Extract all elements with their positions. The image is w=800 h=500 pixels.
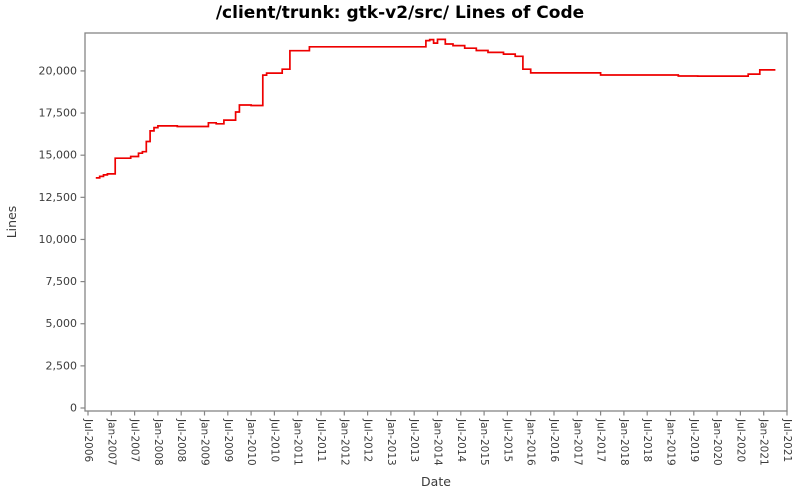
x-tick-label: Jul-2011 [315, 418, 327, 462]
y-tick-label: 5,000 [46, 317, 78, 330]
x-tick-label: Jul-2015 [501, 418, 513, 462]
x-tick-label: Jan-2011 [292, 418, 304, 466]
x-tick-label: Jan-2019 [665, 418, 677, 466]
y-tick-label: 7,500 [46, 275, 78, 288]
chart-title: /client/trunk: gtk-v2/src/ Lines of Code [215, 3, 585, 23]
y-axis-title: Lines [4, 206, 19, 239]
x-tick-label: Jul-2016 [548, 418, 560, 462]
x-tick-label: Jul-2012 [362, 418, 374, 462]
x-tick-label: Jan-2017 [571, 418, 583, 466]
x-tick-label: Jan-2007 [105, 418, 117, 466]
y-tick-label: 2,500 [46, 359, 78, 372]
y-tick-label: 17,500 [39, 107, 78, 120]
x-tick-label: Jan-2014 [432, 418, 444, 466]
x-tick-label: Jul-2013 [408, 418, 420, 462]
x-tick-label: Jul-2018 [641, 418, 653, 462]
x-tick-label: Jul-2014 [455, 418, 467, 462]
x-tick-label: Jul-2017 [595, 418, 607, 462]
x-tick-label: Jan-2012 [338, 418, 350, 466]
x-tick-label: Jul-2019 [688, 418, 700, 462]
x-tick-label: Jan-2009 [199, 418, 211, 466]
x-tick-label: Jul-2021 [781, 418, 793, 462]
y-tick-label: 10,000 [39, 233, 78, 246]
x-tick-label: Jan-2013 [385, 418, 397, 466]
x-tick-label: Jan-2010 [245, 418, 257, 466]
x-tick-label: Jan-2008 [152, 418, 164, 466]
loc-series-line [95, 38, 776, 179]
x-tick-label: Jan-2020 [711, 418, 723, 466]
x-tick-label: Jul-2008 [175, 418, 187, 462]
x-axis-title: Date [421, 474, 451, 489]
y-tick-label: 0 [70, 402, 77, 415]
x-tick-label: Jul-2020 [734, 418, 746, 462]
x-tick-label: Jan-2016 [525, 418, 537, 466]
x-tick-label: Jan-2021 [758, 418, 770, 466]
x-tick-label: Jan-2018 [618, 418, 630, 466]
x-tick-label: Jan-2015 [478, 418, 490, 466]
x-tick-label: Jul-2009 [222, 418, 234, 462]
y-tick-label: 12,500 [39, 191, 78, 204]
y-tick-label: 20,000 [39, 64, 78, 77]
plot-border [84, 32, 788, 412]
x-tick-label: Jul-2007 [129, 418, 141, 462]
y-tick-label: 15,000 [39, 149, 78, 162]
x-tick-label: Jul-2006 [82, 418, 94, 462]
x-tick-label: Jul-2010 [268, 418, 280, 462]
